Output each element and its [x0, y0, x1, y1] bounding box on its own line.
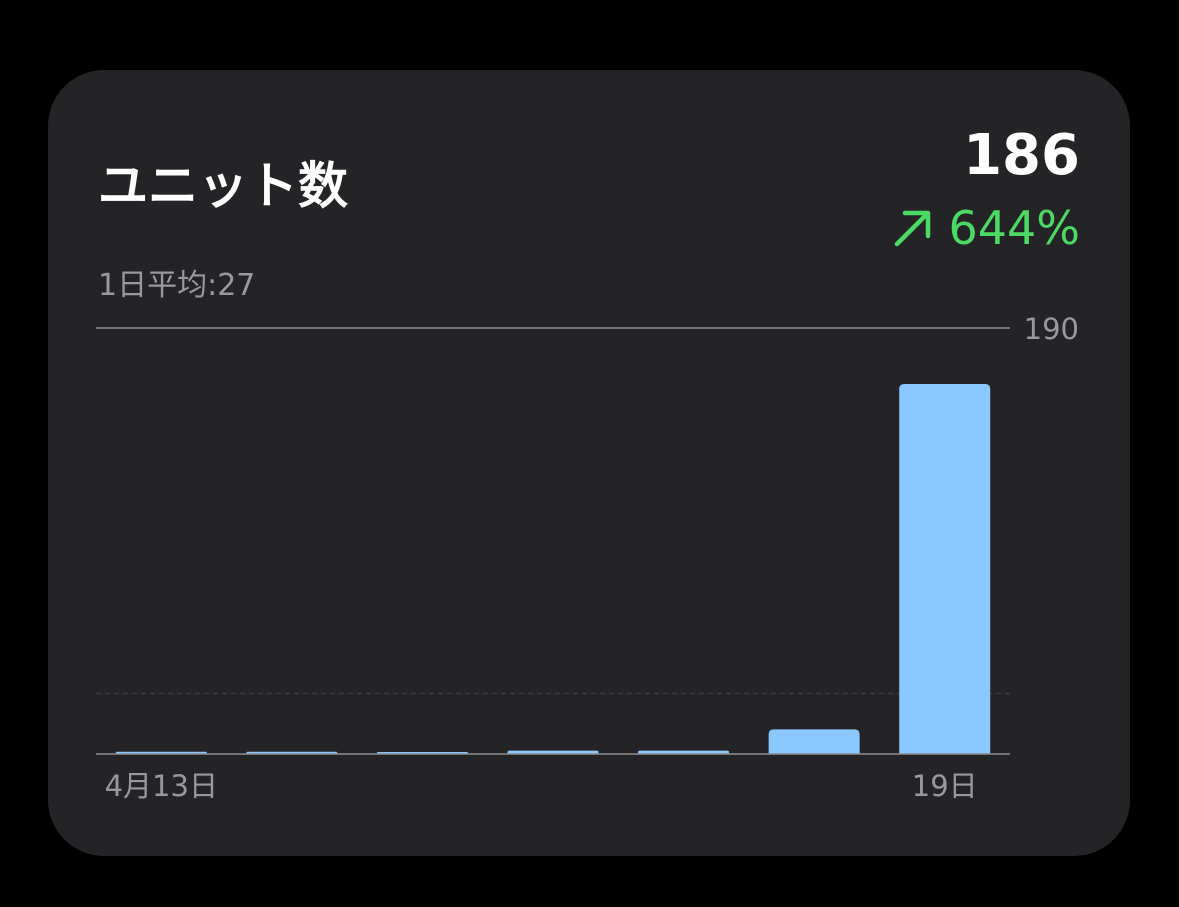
card-title: ユニット数: [98, 157, 348, 215]
bar: [899, 384, 991, 754]
arrow-up-right-icon: [892, 207, 934, 249]
daily-average-label: 1日平均:: [98, 268, 218, 303]
y-tick-label: 190: [1024, 312, 1079, 346]
bar-chart: 190 4月13日 19日: [96, 312, 1079, 803]
change-percent: 644%: [948, 201, 1080, 255]
units-card[interactable]: ユニット数 186 644% 1日平均: 27 190 4月13日 19日: [48, 70, 1130, 856]
bar: [507, 750, 599, 754]
bar: [768, 729, 860, 754]
x-tick-label: 4月13日: [105, 769, 218, 803]
x-tick-label: 19日: [912, 769, 978, 803]
total-value: 186: [963, 123, 1080, 188]
bar: [638, 750, 730, 754]
daily-average-value: 27: [217, 268, 256, 303]
change-indicator: 644%: [892, 198, 1080, 258]
daily-average: 1日平均: 27: [98, 266, 255, 306]
